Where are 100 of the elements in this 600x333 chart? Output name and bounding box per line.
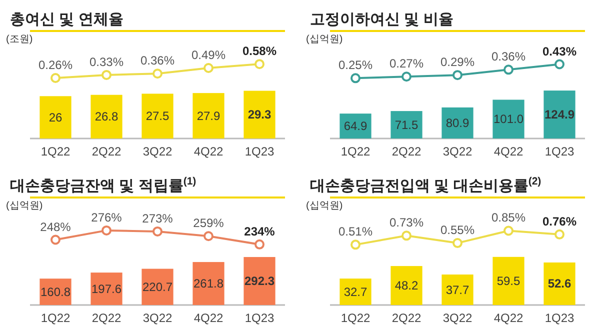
point (554, 229, 564, 240)
point (504, 226, 514, 236)
point (204, 62, 214, 73)
data-label: 0.85% (491, 210, 526, 225)
point (50, 73, 60, 84)
bar (442, 107, 474, 138)
data-label: 259% (193, 216, 224, 230)
chart-title: 대손충당금잔액 및 적립률$^{(1)}$ (10, 176, 196, 194)
x-tick-label: 1Q23 (244, 311, 274, 325)
data-label: 0.33% (89, 54, 124, 69)
data-label: 52.6 (548, 276, 572, 291)
data-label: 32.7 (344, 284, 368, 299)
point (204, 231, 214, 242)
data-label: 0.27% (389, 56, 424, 71)
data-label: 160.8 (40, 284, 71, 299)
bar (442, 274, 474, 305)
x-tick-label: 1Q22 (40, 144, 70, 158)
point (254, 239, 264, 250)
data-label: 0.76% (542, 214, 577, 228)
point (504, 64, 514, 75)
point (554, 59, 564, 70)
bar (340, 278, 372, 305)
bar (192, 262, 224, 305)
data-label: 59.5 (496, 274, 520, 288)
data-label: 248% (40, 220, 72, 234)
bar (390, 111, 422, 138)
data-label: 26 (48, 110, 62, 124)
data-label: 124.9 (544, 108, 575, 122)
bar (244, 257, 276, 305)
x-tick-label: 1Q23 (544, 311, 574, 325)
bar (142, 268, 174, 305)
data-label: 0.49% (191, 48, 226, 62)
point (152, 226, 162, 236)
x-tick-label: 4Q22 (494, 144, 524, 158)
x-tick-label: 3Q22 (442, 311, 472, 325)
chart-title: 총여신 및 연체율 (10, 11, 124, 28)
point (254, 59, 264, 70)
x-tick-label: 1Q22 (40, 311, 70, 325)
point (102, 225, 112, 236)
chart-title: 고정이하여신 및 비율 (310, 11, 454, 28)
x-tick-label: 4Q22 (494, 311, 524, 325)
x-tick-label: 4Q22 (194, 144, 224, 158)
y-axis-title: (십억원) (306, 34, 343, 45)
point (402, 230, 412, 241)
data-label: 234% (244, 224, 276, 238)
data-label: 0.58% (242, 44, 277, 58)
data-label: 0.51% (338, 224, 373, 239)
x-tick-label: 3Q22 (142, 311, 172, 325)
point (452, 238, 462, 248)
data-label: 0.55% (440, 223, 475, 238)
point (50, 234, 60, 245)
x-tick-label: 1Q23 (244, 144, 274, 158)
y-axis-title: (십억원) (306, 200, 343, 212)
y-axis-title: (십억원) (6, 200, 43, 212)
bar (90, 272, 122, 305)
data-label: 261.8 (193, 276, 224, 291)
x-tick-label: 3Q22 (442, 144, 472, 158)
data-label: 273% (142, 211, 174, 226)
data-label: 0.73% (389, 216, 424, 230)
bar (492, 100, 524, 138)
point (102, 70, 112, 80)
data-label: 0.29% (440, 55, 475, 70)
data-label: 101.0 (493, 112, 524, 126)
point (402, 72, 412, 82)
data-label: 27.9 (196, 108, 220, 123)
chart-title: 대손충당금전입액 및 대손비용률$^{(2)}$ (310, 176, 542, 194)
bar (492, 256, 524, 305)
x-tick-label: 2Q22 (92, 144, 122, 158)
x-tick-label: 2Q22 (392, 144, 422, 158)
data-label: 0.26% (38, 58, 73, 72)
data-label: 292.3 (244, 274, 275, 288)
data-label: 37.7 (446, 282, 470, 297)
data-label: 64.9 (344, 119, 368, 134)
x-tick-label: 1Q22 (340, 311, 370, 325)
bar (544, 262, 576, 305)
x-tick-label: 3Q22 (142, 144, 172, 158)
bar (390, 266, 422, 305)
data-label: 197.6 (91, 282, 122, 296)
x-tick-label: 2Q22 (92, 311, 122, 325)
data-label: 0.43% (542, 44, 577, 58)
data-label: 29.3 (248, 108, 272, 122)
data-label: 26.8 (94, 110, 118, 124)
x-tick-label: 1Q23 (544, 144, 574, 158)
point (350, 240, 360, 250)
data-label: 276% (91, 210, 122, 224)
data-label: 220.7 (142, 280, 173, 294)
data-label: 0.36% (140, 54, 175, 68)
data-label: 0.25% (338, 58, 373, 72)
data-label: 48.2 (394, 278, 418, 293)
data-label: 71.5 (394, 118, 418, 132)
point (152, 68, 162, 79)
x-tick-label: 4Q22 (194, 311, 224, 325)
x-tick-label: 2Q22 (392, 311, 422, 325)
y-axis-title: (조원) (6, 34, 33, 45)
bar (544, 90, 576, 138)
data-label: 80.9 (446, 116, 470, 130)
data-label: 0.36% (491, 50, 526, 64)
data-label: 27.5 (146, 109, 170, 124)
x-tick-label: 1Q22 (340, 144, 370, 158)
point (452, 70, 462, 80)
